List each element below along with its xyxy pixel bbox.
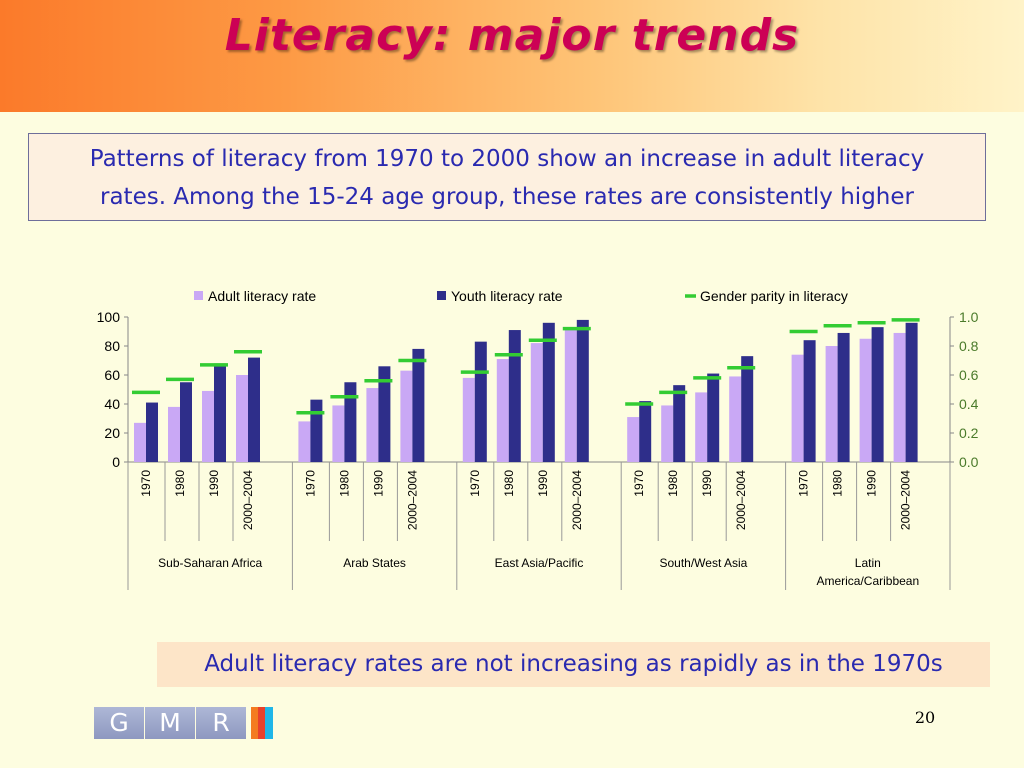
youth-literacy-bar <box>741 356 754 462</box>
y-left-tick-label: 0 <box>112 454 120 470</box>
youth-literacy-bar <box>214 363 226 462</box>
y-right-tick-label: 0.6 <box>959 367 979 383</box>
year-label: 1990 <box>207 470 221 497</box>
year-label: 1970 <box>303 470 317 497</box>
year-label: 1980 <box>337 470 351 497</box>
youth-literacy-bar <box>803 340 816 462</box>
year-label: 1990 <box>865 470 879 497</box>
legend-label-parity: Gender parity in literacy <box>700 288 848 304</box>
year-label: 2000–2004 <box>405 470 419 530</box>
adult-literacy-bar <box>859 338 872 462</box>
region-label: East Asia/Pacific <box>495 556 584 570</box>
title-banner <box>0 0 1024 112</box>
adult-literacy-bar <box>825 346 838 462</box>
youth-literacy-bar <box>474 341 487 462</box>
legend-swatch-adult <box>194 291 203 300</box>
year-label: 1980 <box>666 470 680 497</box>
legend-label-adult: Adult literacy rate <box>208 288 316 304</box>
year-label: 1970 <box>632 470 646 497</box>
legend-swatch-youth <box>437 291 446 300</box>
youth-literacy-bar <box>542 322 555 462</box>
logo-letter-m: M <box>145 707 195 739</box>
youth-literacy-bar <box>378 366 391 462</box>
youth-literacy-bar <box>837 332 850 462</box>
region-label: South/West Asia <box>659 556 747 570</box>
year-label: 1990 <box>371 470 385 497</box>
adult-literacy-bar <box>202 390 214 462</box>
gmr-logo: G M R <box>94 707 278 739</box>
y-left-tick-label: 60 <box>104 367 120 383</box>
adult-literacy-bar <box>564 330 577 462</box>
legend-label-youth: Youth literacy rate <box>451 288 563 304</box>
adult-literacy-bar <box>462 377 475 462</box>
region-label: America/Caribbean <box>816 574 919 588</box>
year-label: 2000–2004 <box>899 470 913 530</box>
y-right-tick-label: 1.0 <box>959 309 979 325</box>
adult-literacy-bar <box>695 392 708 462</box>
adult-literacy-bar <box>332 405 345 462</box>
youth-literacy-bar <box>248 357 260 462</box>
adult-literacy-bar <box>366 388 379 462</box>
adult-literacy-bar <box>627 417 640 462</box>
adult-literacy-bar <box>893 332 906 462</box>
year-label: 2000–2004 <box>570 470 584 530</box>
adult-literacy-bar <box>298 421 311 462</box>
y-left-tick-label: 40 <box>104 396 120 412</box>
y-left-tick-label: 20 <box>104 425 120 441</box>
youth-literacy-bar <box>310 399 323 462</box>
logo-stripe-cyan <box>265 707 273 739</box>
y-right-tick-label: 0.0 <box>959 454 979 470</box>
year-label: 1980 <box>173 470 187 497</box>
youth-literacy-bar <box>639 401 652 462</box>
adult-literacy-bar <box>791 354 804 462</box>
logo-letter-r: R <box>196 707 246 739</box>
logo-stripe-orange <box>251 707 258 739</box>
logo-letter-g: G <box>94 707 144 739</box>
youth-literacy-bar <box>508 330 521 462</box>
region-label: Latin <box>855 556 881 570</box>
youth-literacy-bar <box>146 402 158 462</box>
intro-text-box: Patterns of literacy from 1970 to 2000 s… <box>28 133 986 221</box>
adult-literacy-bar <box>400 370 413 462</box>
adult-literacy-bar <box>168 406 180 462</box>
year-label: 1970 <box>797 470 811 497</box>
intro-line-1: Patterns of literacy from 1970 to 2000 s… <box>89 146 925 172</box>
adult-literacy-bar <box>661 405 674 462</box>
page-number: 20 <box>914 708 936 727</box>
year-label: 2000–2004 <box>734 470 748 530</box>
year-label: 1980 <box>502 470 516 497</box>
youth-literacy-bar <box>707 373 720 462</box>
slide-title: Literacy: major trends <box>224 10 800 61</box>
y-right-tick-label: 0.2 <box>959 425 979 441</box>
adult-literacy-bar <box>496 359 509 462</box>
youth-literacy-bar <box>412 348 425 462</box>
youth-literacy-bar <box>673 385 686 462</box>
adult-literacy-bar <box>236 375 248 462</box>
adult-literacy-bar <box>729 376 742 462</box>
adult-literacy-bar <box>530 343 543 462</box>
year-label: 1990 <box>536 470 550 497</box>
year-label: 1970 <box>139 470 153 497</box>
year-label: 1990 <box>700 470 714 497</box>
conclusion-box: Adult literacy rates are not increasing … <box>157 642 990 687</box>
youth-literacy-bar <box>871 327 884 462</box>
adult-literacy-bar <box>134 422 146 462</box>
youth-literacy-bar <box>180 382 192 462</box>
y-right-tick-label: 0.8 <box>959 338 979 354</box>
logo-stripe-red <box>258 707 265 739</box>
year-label: 1970 <box>468 470 482 497</box>
y-right-tick-label: 0.4 <box>959 396 979 412</box>
y-left-tick-label: 100 <box>97 309 121 325</box>
y-left-tick-label: 80 <box>104 338 120 354</box>
year-label: 1980 <box>831 470 845 497</box>
year-label: 2000–2004 <box>241 470 255 530</box>
youth-literacy-bar <box>344 382 357 462</box>
region-label: Sub-Saharan Africa <box>158 556 262 570</box>
intro-line-2: rates. Among the 15-24 age group, these … <box>100 184 914 210</box>
youth-literacy-bar <box>905 322 918 462</box>
youth-literacy-bar <box>576 319 589 462</box>
region-label: Arab States <box>343 556 406 570</box>
